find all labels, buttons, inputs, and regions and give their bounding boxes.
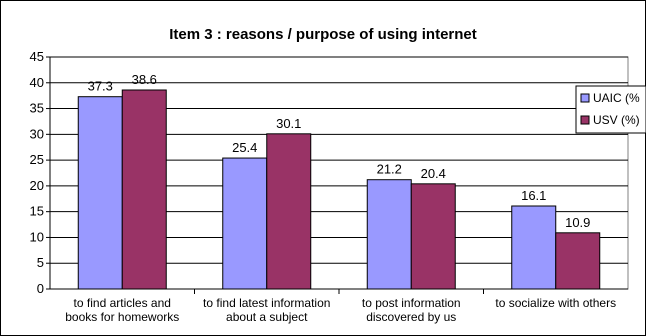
bar xyxy=(77,96,123,290)
legend-label: UAIC (% xyxy=(593,91,640,105)
x-tick-label-line: to find latest information xyxy=(203,296,330,310)
y-tick-label: 15 xyxy=(30,204,44,219)
x-tick-label-line: to socialize with others xyxy=(495,296,616,310)
data-label: 30.1 xyxy=(276,116,301,131)
y-tick-label: 5 xyxy=(37,255,44,270)
data-label: 10.9 xyxy=(565,215,590,230)
x-tick-label-line: to find articles and xyxy=(74,296,171,310)
legend-label: USV (%) xyxy=(593,113,640,127)
x-tick-label-line: books for homeworks xyxy=(65,310,179,324)
data-label: 37.3 xyxy=(88,79,113,94)
legend-swatch xyxy=(580,93,590,103)
bar xyxy=(410,183,456,290)
data-label: 38.6 xyxy=(132,72,157,87)
legend-swatch xyxy=(580,115,590,125)
x-tick-label: to post information discovered by us xyxy=(362,296,461,324)
y-tick-label: 0 xyxy=(37,281,44,296)
x-tick-label: to socialize with others xyxy=(495,296,616,310)
bar xyxy=(266,133,312,290)
y-tick-label: 10 xyxy=(30,229,44,244)
y-tick-label: 40 xyxy=(30,75,44,90)
x-tick-label-line: discovered by us xyxy=(366,310,456,324)
x-tick-label-line: to post information xyxy=(362,296,461,310)
chart-title: Item 3 : reasons / purpose of using inte… xyxy=(169,26,477,43)
x-tick-label: to find latest information about a subjec… xyxy=(203,296,330,324)
y-tick-label: 35 xyxy=(30,101,44,116)
y-tick-label: 30 xyxy=(30,126,44,141)
x-tick-label-line: about a subject xyxy=(226,310,308,324)
data-label: 21.2 xyxy=(377,162,402,177)
bar xyxy=(222,157,268,290)
bar xyxy=(121,89,167,290)
data-label: 25.4 xyxy=(232,140,257,155)
bar xyxy=(511,205,557,290)
x-tick-label: to find articles and books for homeworks xyxy=(65,296,179,324)
bar xyxy=(366,179,412,290)
y-tick-label: 45 xyxy=(30,49,44,64)
y-tick-label: 25 xyxy=(30,152,44,167)
y-tick-label: 20 xyxy=(30,178,44,193)
bar xyxy=(555,232,601,290)
data-label: 20.4 xyxy=(421,166,446,181)
data-label: 16.1 xyxy=(521,188,546,203)
